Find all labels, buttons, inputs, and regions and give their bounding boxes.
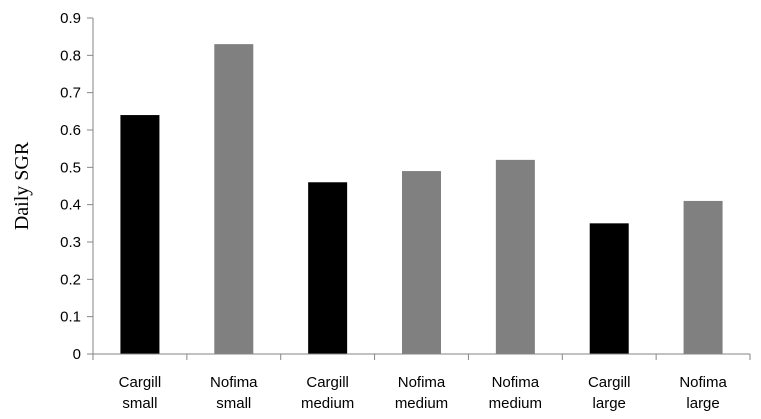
bar-5 — [495, 159, 535, 354]
bar-6 — [589, 223, 629, 354]
category-label-line: small — [216, 395, 251, 412]
bar-4 — [402, 171, 441, 354]
category-label-line: small — [122, 395, 157, 412]
x-axis-ticks — [92, 354, 751, 360]
y-axis-tick-labels: 0 0.1 0.2 0.3 0.4 0.5 0.6 0.7 0.8 0.9 — [60, 10, 81, 363]
y-tick-label: 0.5 — [60, 159, 81, 176]
category-label: Nofima medium — [395, 374, 448, 412]
y-tick-label: 0.1 — [60, 309, 81, 326]
category-label-line: large — [686, 395, 719, 412]
category-label-line: Nofima — [492, 374, 540, 391]
category-label: Cargill small — [119, 374, 162, 412]
category-label-line: Cargill — [119, 374, 162, 391]
y-axis-title: Daily SGR — [11, 141, 33, 230]
bar-1 — [120, 115, 160, 354]
category-label: Nofima medium — [489, 374, 542, 412]
y-tick-label: 0.2 — [60, 271, 81, 288]
bars — [120, 44, 723, 355]
category-label-line: medium — [301, 395, 354, 412]
category-label-line: Nofima — [210, 374, 258, 391]
y-tick-label: 0.7 — [60, 85, 81, 102]
category-label-line: Cargill — [306, 374, 349, 391]
category-label: Nofima small — [210, 374, 258, 412]
category-label-line: Nofima — [398, 374, 446, 391]
bar-2 — [214, 44, 254, 355]
y-tick-label: 0.4 — [60, 197, 81, 214]
category-label: Nofima large — [679, 374, 727, 412]
category-label-line: medium — [395, 395, 448, 412]
category-label: Cargill large — [588, 374, 631, 412]
bar-7 — [683, 200, 723, 354]
y-tick-label: 0.6 — [60, 122, 81, 139]
category-label-line: large — [593, 395, 626, 412]
category-label-line: Nofima — [679, 374, 727, 391]
y-tick-label: 0.3 — [60, 234, 81, 251]
y-tick-label: 0 — [73, 346, 81, 363]
category-label: Cargill medium — [301, 374, 354, 412]
category-label-line: Cargill — [588, 374, 631, 391]
category-label-line: medium — [489, 395, 542, 412]
bar-3 — [308, 182, 348, 354]
y-axis-ticks — [87, 17, 93, 355]
y-tick-label: 0.9 — [60, 10, 81, 27]
y-tick-label: 0.8 — [60, 47, 81, 64]
